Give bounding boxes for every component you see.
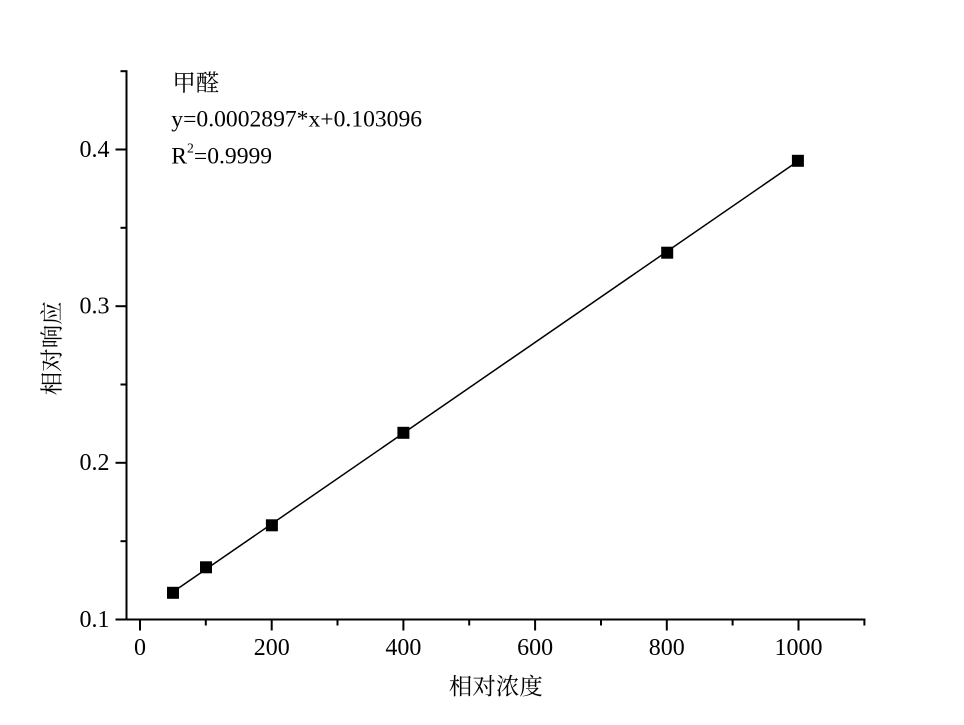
svg-text:600: 600 — [517, 635, 553, 661]
svg-text:0.3: 0.3 — [80, 294, 110, 320]
svg-text:0.1: 0.1 — [80, 607, 110, 633]
svg-text:0.2: 0.2 — [80, 450, 110, 476]
svg-text:R2=0.9999: R2=0.9999 — [171, 140, 272, 169]
svg-text:1000: 1000 — [775, 635, 823, 661]
svg-text:400: 400 — [385, 635, 421, 661]
svg-text:0.4: 0.4 — [80, 137, 110, 163]
svg-text:200: 200 — [254, 635, 290, 661]
svg-text:0: 0 — [134, 635, 146, 661]
svg-text:800: 800 — [649, 635, 685, 661]
svg-text:y=0.0002897*x+0.103096: y=0.0002897*x+0.103096 — [171, 107, 422, 133]
